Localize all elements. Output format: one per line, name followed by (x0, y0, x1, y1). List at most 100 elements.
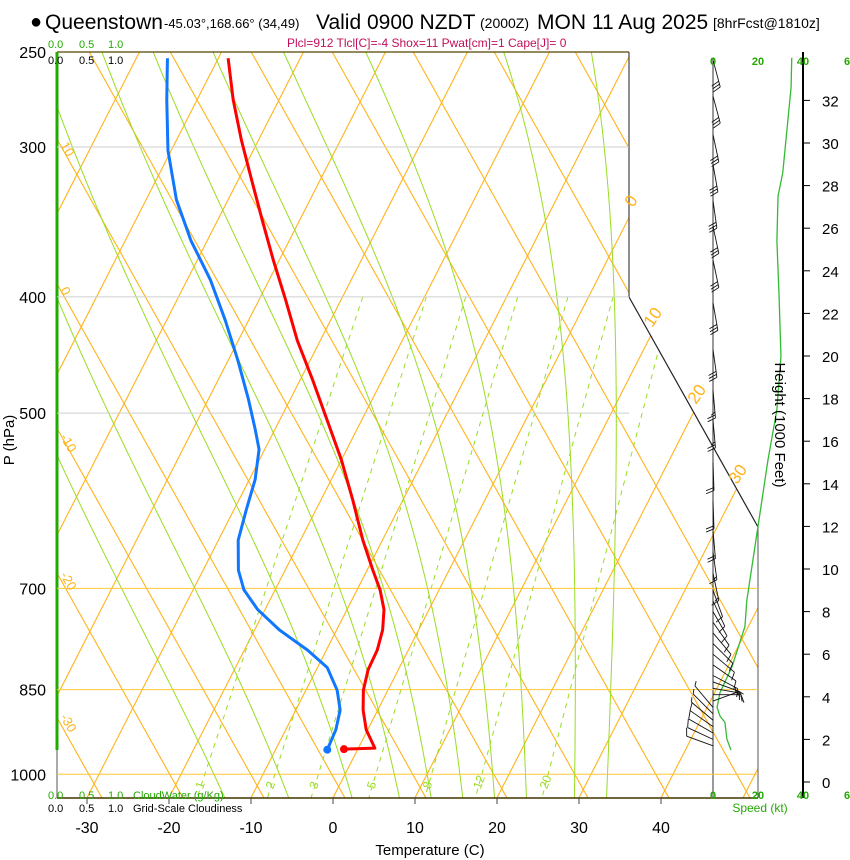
wind-barb (712, 653, 735, 681)
barb-feather (710, 329, 719, 336)
barb-shaft (688, 718, 714, 734)
x-axis-title: Temperature (C) (375, 842, 484, 859)
barb-feather (710, 191, 719, 197)
height-tick-label: 20 (822, 349, 839, 366)
barb-feather (733, 680, 737, 690)
wind-barb (687, 719, 714, 740)
cloudwater-label: CloudWater (g/Kg) (133, 790, 224, 802)
isotherm-line (57, 52, 140, 798)
temperature-tick-label: 0 (329, 820, 338, 837)
wind-barb (711, 96, 721, 129)
barb-feather (708, 373, 717, 379)
height-tick-label: 14 (822, 477, 839, 494)
barb-feather (711, 80, 719, 87)
barb-feather (707, 444, 716, 449)
isotherm-line (660, 52, 758, 798)
barb-shaft (712, 632, 732, 655)
barb-shaft (712, 530, 716, 559)
dry-adiabat-line (818, 52, 850, 798)
barb-shaft (712, 611, 728, 637)
moist-adiabat-line (57, 52, 227, 798)
barb-feather (715, 616, 723, 623)
isotherm-line (250, 52, 632, 798)
height-tick-label: 32 (822, 93, 839, 110)
location-bullet: ● (30, 11, 42, 33)
sounding-marks (165, 57, 793, 754)
barb-feather (711, 287, 720, 293)
mixing-ratio-label: 2 (263, 779, 279, 790)
wind-barb (694, 681, 714, 708)
speed-tick-label-bottom: 6 (844, 790, 850, 802)
cloud-tick: 0.0 (48, 790, 63, 802)
barb-feather (709, 185, 718, 191)
cloud-tick: 0.0 (48, 55, 63, 67)
dry-adiabat-line (250, 52, 670, 798)
barb-shaft (712, 664, 737, 682)
surface-dewpoint-point (323, 745, 332, 754)
wind-barb (712, 621, 730, 653)
pressure-tick-label: 1000 (10, 767, 46, 784)
dry-adiabat-line (57, 52, 265, 798)
pressure-tick-label: 850 (19, 683, 46, 700)
dewpoint-line (165, 58, 342, 751)
wind-barb (712, 691, 744, 702)
moist-adiabat-line (589, 52, 617, 798)
barb-feather (711, 117, 719, 123)
wind-barb (713, 694, 745, 703)
dry-adiabat-label: 10 (57, 139, 77, 159)
wind-barb (689, 702, 714, 727)
speed-tick-label-top: 6 (844, 56, 850, 68)
height-tick-label: 22 (822, 306, 839, 323)
speed-tick-label-bottom: 20 (752, 790, 764, 802)
height-tick-label: 24 (822, 264, 839, 281)
barb-feather (710, 284, 719, 290)
barb-feather (712, 83, 720, 90)
barb-shaft (712, 653, 735, 673)
height-tick-label: 10 (822, 562, 839, 579)
height-tick-label: 0 (822, 775, 830, 792)
barb-shaft (712, 643, 734, 664)
barb-shaft (687, 727, 714, 740)
barb-feather (694, 681, 697, 687)
cloud-tick: 0.0 (48, 803, 63, 815)
barb-feather (705, 490, 715, 495)
speed-tick-label-top: 20 (752, 56, 764, 68)
dry-adiabat-line (331, 52, 751, 798)
wind-barb (709, 164, 719, 197)
cloud-axis-bottom: 0.0 0.5 1.0 CloudWater (g/Kg) 0.0 0.5 1.… (48, 790, 243, 815)
isotherm-line (496, 52, 758, 798)
isotherm-label: 20 (684, 381, 710, 407)
y-axis-title: P (hPa) (1, 415, 18, 466)
mixing-ratio-label: 1 (192, 779, 208, 790)
temperature-tick-label: 40 (652, 820, 670, 837)
dry-adiabat-line (412, 52, 758, 798)
barb-shaft (686, 735, 714, 747)
barb-shaft (712, 600, 726, 627)
wind-barb (710, 134, 720, 167)
pressure-tick-label: 250 (19, 45, 46, 62)
barb-feather (705, 528, 715, 533)
barb-feather (710, 441, 716, 446)
barb-shaft (694, 685, 714, 708)
barb-shaft (712, 551, 718, 580)
barb-feather (711, 600, 720, 606)
dry-adiabat-line (57, 52, 346, 798)
barb-shaft (712, 590, 723, 617)
wind-barb (705, 462, 715, 495)
cloud-axis-top: 0.0 0.5 1.0 0.0 0.5 1.0 (48, 39, 123, 67)
barb-shaft (712, 225, 720, 254)
isotherm-line (742, 52, 758, 798)
height-tick-label: 8 (822, 605, 830, 622)
height-tick-label: 4 (822, 690, 830, 707)
dry-adiabat-label: -20 (57, 569, 79, 593)
temperature-tick-label: -30 (75, 820, 98, 837)
barb-feather (712, 576, 717, 581)
dry-adiabat-line (736, 52, 758, 798)
barb-shaft (712, 96, 721, 124)
barb-feather (711, 253, 720, 259)
barb-shaft (712, 349, 718, 378)
isotherm-label: 30 (725, 461, 751, 487)
dry-adiabat-label: -30 (57, 711, 79, 735)
barb-feather (710, 158, 719, 164)
moist-adiabat-line (149, 52, 433, 798)
